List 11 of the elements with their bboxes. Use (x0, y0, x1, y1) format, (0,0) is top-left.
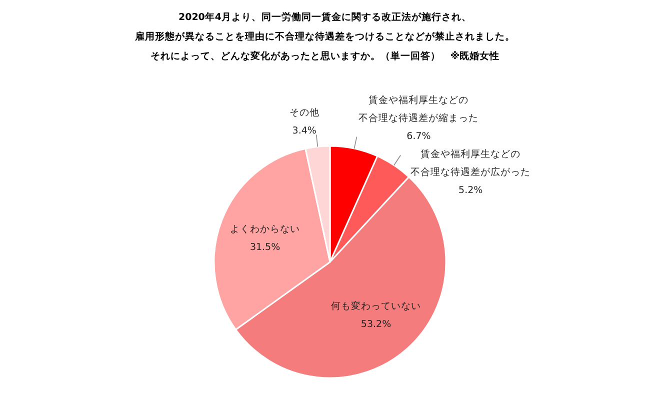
data-label: 6.7% (406, 130, 431, 142)
data-label: 31.5% (250, 242, 280, 253)
slice-label: その他 (289, 106, 320, 119)
chart-title: 2020年4月より、同一労働同一賃金に関する改正法が施行され、雇用形態が異なることを理由に不合理な待遇差をつけることなどが禁止されました。それによって、どんな変化があったと思いますか。（単一回答） ※既婚女性 (134, 11, 515, 62)
slice-label: よくわからない (230, 224, 300, 235)
slice-label: 何も変わっていない (331, 300, 422, 312)
data-label: 3.4% (292, 126, 316, 137)
slice-label: 賃金や福利厚生などの不合理な待遇差が広がった (410, 148, 531, 178)
data-label: 5.2% (458, 185, 483, 196)
slice-label: 賃金や福利厚生などの不合理な待遇差が縮まった (358, 94, 479, 124)
data-label: 53.2% (360, 319, 392, 330)
